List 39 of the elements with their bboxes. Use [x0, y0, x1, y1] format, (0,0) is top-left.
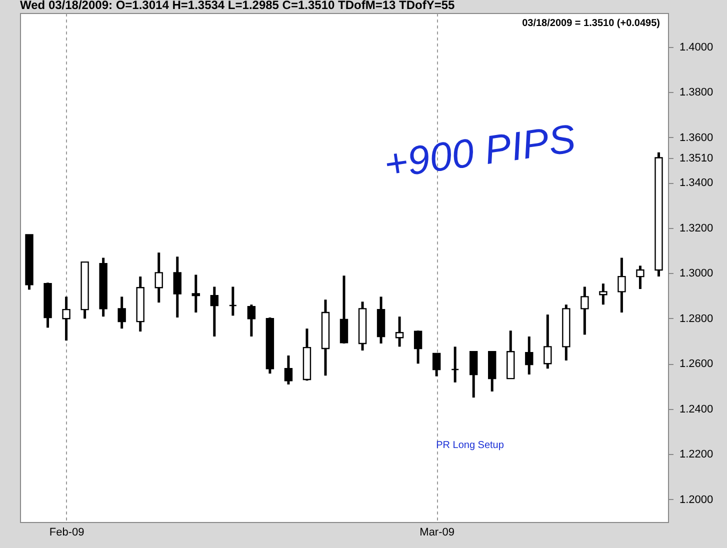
chart-title: Wed 03/18/2009: O=1.3014 H=1.3534 L=1.2985 C=1.3510 TDofM=13 TDofY=55	[20, 0, 456, 12]
chart-subtitle: 03/18/2009 = 1.3510 (+0.0495)	[522, 18, 660, 29]
y-tick-label: 1.2000	[680, 494, 714, 506]
y-tick-label: 1.3200	[680, 222, 714, 234]
candlestick	[210, 285, 218, 338]
candlestick	[432, 352, 441, 378]
y-tick-label: 1.3510	[680, 152, 714, 164]
y-tick-label: 1.2400	[680, 403, 714, 416]
candlestick	[118, 295, 126, 330]
candlestick	[599, 282, 608, 306]
candlestick	[62, 295, 70, 342]
x-tick-label: Mar-09	[420, 526, 454, 538]
annotation: +900 PIPS	[382, 116, 578, 188]
candlestick	[544, 313, 552, 370]
candlestick	[192, 273, 200, 314]
candlestick	[470, 350, 478, 399]
candlestick	[247, 303, 256, 338]
candlestick	[618, 256, 626, 314]
y-tick-label: 1.2600	[680, 358, 714, 370]
candlestick	[580, 285, 589, 336]
candlestick	[340, 274, 348, 345]
x-tick-label: Feb-09	[49, 526, 84, 538]
candlestick	[154, 251, 163, 304]
y-tick-label: 1.4000	[680, 41, 714, 54]
y-tick-label: 1.3000	[680, 268, 714, 280]
candlestick	[173, 255, 182, 319]
y-tick-label: 1.3600	[680, 132, 714, 144]
candlestick	[284, 354, 293, 386]
candlestick	[228, 285, 238, 317]
y-tick-label: 1.2200	[680, 448, 714, 461]
annotation: PR Long Setup	[436, 440, 504, 451]
y-tick-label: 1.3800	[680, 86, 714, 99]
y-tick-label: 1.3400	[680, 177, 714, 190]
candlestick	[395, 315, 404, 348]
candlestick	[414, 329, 422, 365]
candlestick	[450, 345, 460, 384]
candlestick	[636, 264, 644, 290]
candlestick	[525, 335, 534, 376]
y-tick-label: 1.2800	[680, 312, 714, 325]
